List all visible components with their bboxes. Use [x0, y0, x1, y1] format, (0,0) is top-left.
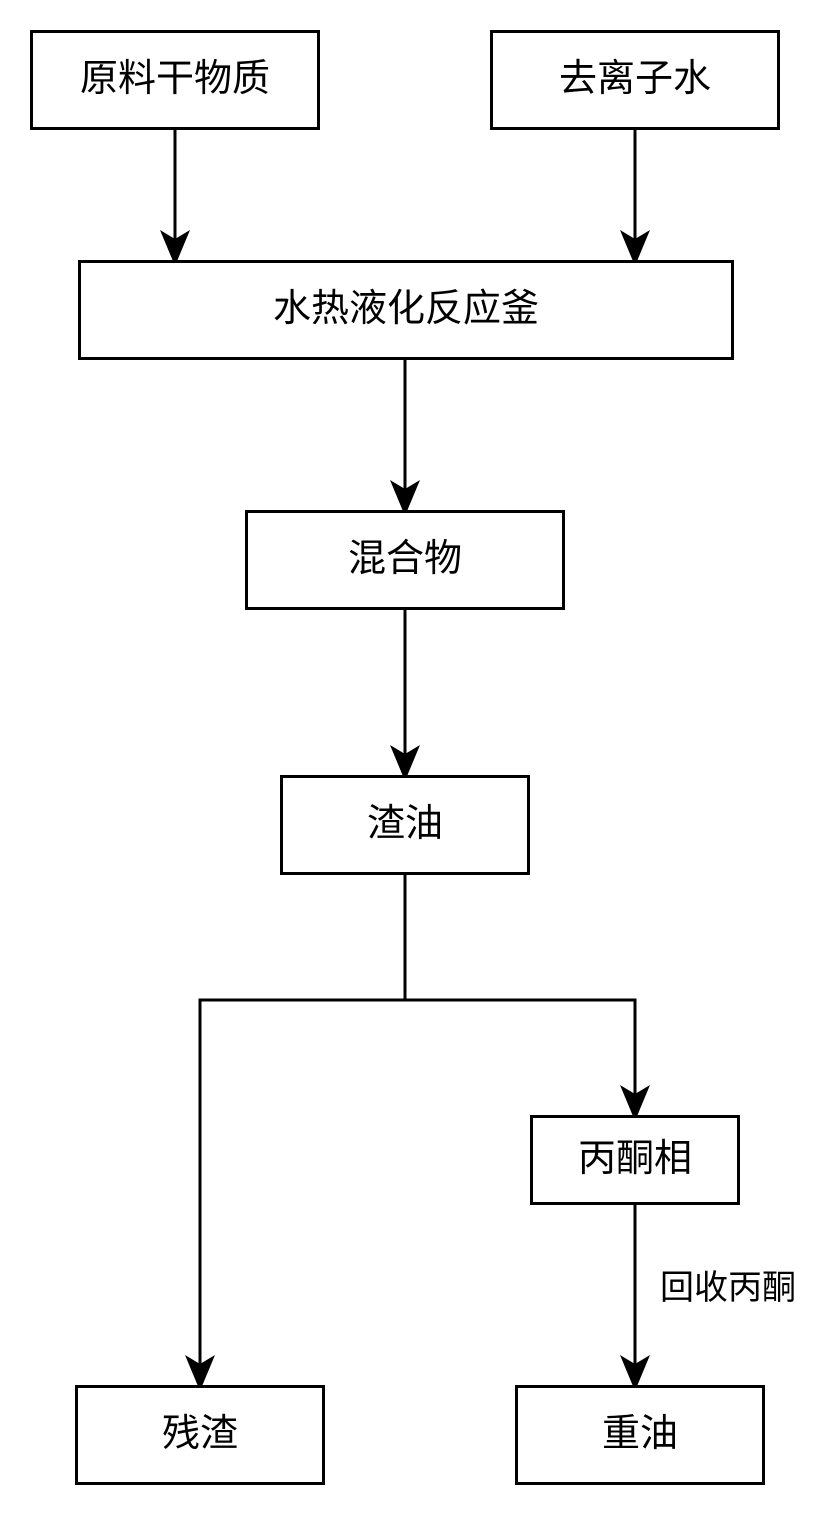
node-residue: 残渣: [75, 1385, 325, 1485]
node-label: 水热液化反应釜: [273, 289, 539, 331]
node-label: 残渣: [162, 1414, 238, 1456]
edge-label-recover-acetone: 回收丙酮: [660, 1260, 796, 1309]
node-mixture: 混合物: [245, 510, 565, 610]
node-heavy-oil: 重油: [515, 1385, 765, 1485]
edge: [405, 1000, 635, 1115]
node-label: 渣油: [367, 804, 443, 846]
node-slag-oil: 渣油: [280, 775, 530, 875]
node-label: 重油: [602, 1414, 678, 1456]
flowchart-canvas: 原料干物质 去离子水 水热液化反应釜 混合物 渣油 丙酮相 残渣 重油 回收丙酮: [0, 0, 826, 1523]
node-raw-material: 原料干物质: [30, 30, 320, 130]
edge-label-text: 回收丙酮: [660, 1270, 796, 1307]
node-label: 原料干物质: [80, 59, 270, 101]
node-label: 混合物: [348, 539, 462, 581]
node-label: 丙酮相: [578, 1139, 692, 1181]
node-deionized-water: 去离子水: [490, 30, 780, 130]
node-reactor: 水热液化反应釜: [78, 260, 734, 360]
node-acetone-phase: 丙酮相: [530, 1115, 740, 1205]
edge: [200, 1000, 405, 1385]
node-label: 去离子水: [559, 59, 711, 101]
